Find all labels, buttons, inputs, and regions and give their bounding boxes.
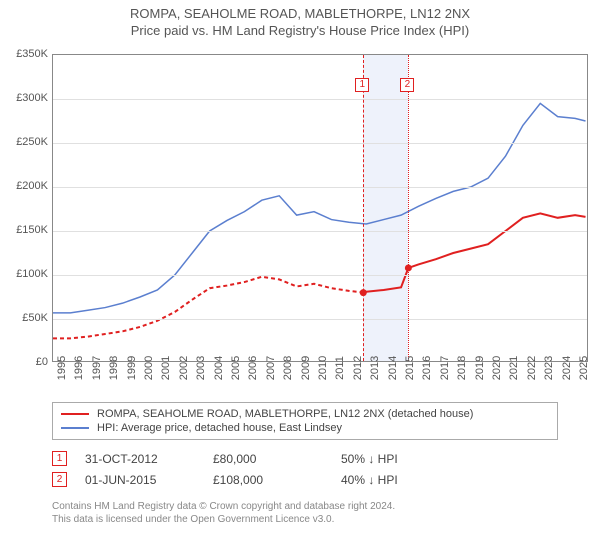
plot-area xyxy=(52,54,588,362)
sale-date: 31-OCT-2012 xyxy=(85,452,195,466)
legend-item: ROMPA, SEAHOLME ROAD, MABLETHORPE, LN12 … xyxy=(61,407,549,421)
y-tick-label: £50K xyxy=(8,312,48,324)
x-tick-label: 2007 xyxy=(265,356,277,380)
legend-item: HPI: Average price, detached house, East… xyxy=(61,421,549,435)
x-tick-label: 1995 xyxy=(56,356,68,380)
legend: ROMPA, SEAHOLME ROAD, MABLETHORPE, LN12 … xyxy=(52,402,558,440)
x-tick-label: 2001 xyxy=(160,356,172,380)
sale-marker-2: 2 xyxy=(400,78,414,92)
x-tick-label: 2021 xyxy=(508,356,520,380)
sale-price: £108,000 xyxy=(213,473,323,487)
x-tick-label: 2010 xyxy=(317,356,329,380)
x-tick-label: 1998 xyxy=(108,356,120,380)
x-tick-label: 1999 xyxy=(126,356,138,380)
x-tick-label: 2004 xyxy=(213,356,225,380)
x-tick-label: 2000 xyxy=(143,356,155,380)
sale-row: 1 31-OCT-2012 £80,000 50% ↓ HPI xyxy=(52,448,558,469)
sale-delta: 50% ↓ HPI xyxy=(341,452,451,466)
sale-row: 2 01-JUN-2015 £108,000 40% ↓ HPI xyxy=(52,469,558,490)
x-tick-label: 2014 xyxy=(387,356,399,380)
sale-price: £80,000 xyxy=(213,452,323,466)
chart-subtitle: Price paid vs. HM Land Registry's House … xyxy=(4,23,596,38)
y-tick-label: £150K xyxy=(8,224,48,236)
x-tick-label: 2002 xyxy=(178,356,190,380)
x-tick-label: 2017 xyxy=(439,356,451,380)
footer-line-2: This data is licensed under the Open Gov… xyxy=(52,513,558,526)
x-tick-label: 2016 xyxy=(421,356,433,380)
y-tick-label: £300K xyxy=(8,92,48,104)
plot-svg xyxy=(53,55,589,363)
sale-delta: 40% ↓ HPI xyxy=(341,473,451,487)
x-tick-label: 2012 xyxy=(352,356,364,380)
x-tick-label: 2005 xyxy=(230,356,242,380)
x-tick-label: 2009 xyxy=(300,356,312,380)
sales-table: 1 31-OCT-2012 £80,000 50% ↓ HPI 2 01-JUN-2015… xyxy=(52,448,558,490)
x-tick-label: 2023 xyxy=(543,356,555,380)
sale-marker-box: 1 xyxy=(52,451,67,466)
x-tick-label: 2025 xyxy=(578,356,590,380)
x-tick-label: 2024 xyxy=(561,356,573,380)
y-tick-label: £0 xyxy=(8,356,48,368)
x-tick-label: 2018 xyxy=(456,356,468,380)
y-tick-label: £350K xyxy=(8,48,48,60)
legend-label: ROMPA, SEAHOLME ROAD, MABLETHORPE, LN12 … xyxy=(97,408,473,420)
chart-title: ROMPA, SEAHOLME ROAD, MABLETHORPE, LN12 … xyxy=(4,6,596,21)
sale-marker-1: 1 xyxy=(355,78,369,92)
chart-area: £0 £50K £100K £150K £200K £250K £300K £350K 1995… xyxy=(8,44,592,402)
legend-swatch xyxy=(61,413,89,415)
footer-line-1: Contains HM Land Registry data © Crown c… xyxy=(52,500,558,513)
x-tick-label: 2011 xyxy=(334,356,346,380)
y-tick-label: £250K xyxy=(8,136,48,148)
x-tick-label: 2015 xyxy=(404,356,416,380)
x-tick-label: 2003 xyxy=(195,356,207,380)
y-tick-label: £100K xyxy=(8,268,48,280)
sale-marker-box: 2 xyxy=(52,472,67,487)
x-tick-label: 2020 xyxy=(491,356,503,380)
footer-attribution: Contains HM Land Registry data © Crown c… xyxy=(52,500,558,526)
x-tick-label: 2008 xyxy=(282,356,294,380)
x-tick-label: 2013 xyxy=(369,356,381,380)
legend-swatch xyxy=(61,427,89,429)
x-tick-label: 1996 xyxy=(73,356,85,380)
x-tick-label: 2006 xyxy=(247,356,259,380)
legend-label: HPI: Average price, detached house, East… xyxy=(97,422,342,434)
x-tick-label: 2019 xyxy=(474,356,486,380)
x-tick-label: 1997 xyxy=(91,356,103,380)
sale-date: 01-JUN-2015 xyxy=(85,473,195,487)
x-tick-label: 2022 xyxy=(526,356,538,380)
y-tick-label: £200K xyxy=(8,180,48,192)
chart-titles: ROMPA, SEAHOLME ROAD, MABLETHORPE, LN12 … xyxy=(0,0,600,40)
